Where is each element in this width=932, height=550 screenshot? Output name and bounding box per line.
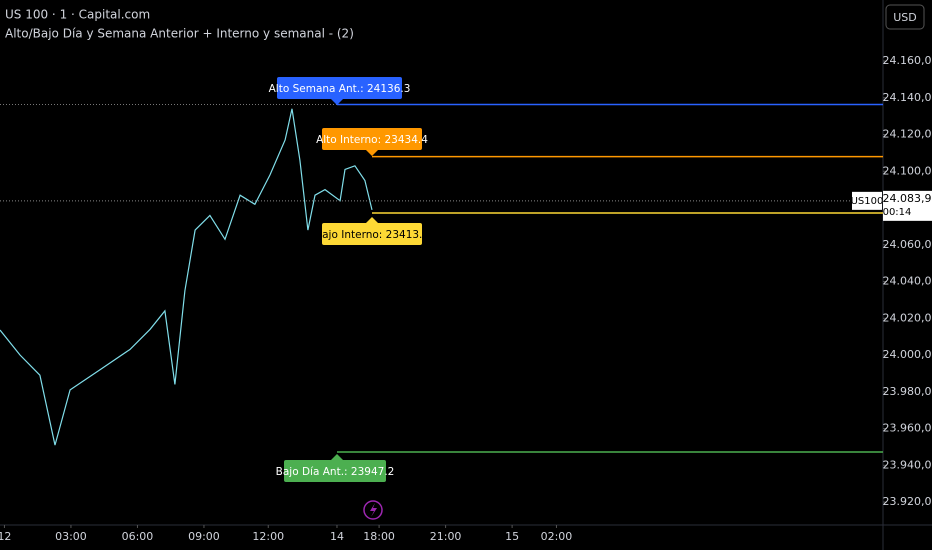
- countdown: 00:14: [883, 207, 912, 218]
- x-tick-label: 12: [0, 530, 11, 543]
- last-price-box: [883, 190, 932, 221]
- symbol: US 100 · 1 · Capital.com: [5, 8, 150, 22]
- y-tick-label: 24.040,0: [883, 275, 932, 288]
- price-line: [0, 108, 373, 446]
- y-tick-label: 24.140,0: [883, 91, 932, 104]
- level-label: Alto Semana Ant.: 24136.3: [269, 83, 411, 95]
- level-label-box: [322, 223, 422, 245]
- currency[interactable]: USD: [893, 11, 917, 24]
- y-tick-label: 24.060,0: [883, 238, 932, 251]
- event-bolt: [370, 503, 377, 517]
- level-label: Bajo Interno: 23413.6: [315, 229, 429, 241]
- currency-button[interactable]: [885, 4, 925, 30]
- x-tick-label: 21:00: [430, 530, 462, 543]
- x-tick-label: 18:00: [363, 530, 395, 543]
- last-price-label: 24.083,9: [883, 192, 932, 205]
- level-label: Alto Interno: 23434.4: [316, 134, 428, 146]
- x-tick-label: 02:00: [541, 530, 573, 543]
- x-tick-label: 09:00: [188, 530, 220, 543]
- level-label-pointer: [331, 99, 343, 105]
- x-tick-label: 15: [505, 530, 519, 543]
- level-label-box: [322, 128, 422, 150]
- symbol-tag-text: US100: [851, 196, 884, 207]
- x-tick-label: 06:00: [122, 530, 154, 543]
- y-tick-label: 23.940,0: [883, 458, 932, 471]
- symbol-tag: [852, 191, 882, 210]
- level-label-box: [277, 77, 402, 99]
- y-tick-label: 24.000,0: [883, 348, 932, 361]
- y-tick-label: 23.980,0: [883, 385, 932, 398]
- event-icon[interactable]: [363, 500, 383, 520]
- y-tick-label: 24.020,0: [883, 311, 932, 324]
- level-label-box: [284, 460, 386, 482]
- y-tick-label: 24.160,0: [883, 54, 932, 67]
- level-label-pointer: [331, 454, 343, 460]
- y-tick-label: 23.960,0: [883, 422, 932, 435]
- x-tick-label: 03:00: [55, 530, 87, 543]
- indicator: Alto/Bajo Día y Semana Anterior + Intern…: [5, 27, 354, 41]
- level-label-pointer: [366, 217, 378, 223]
- x-tick-label: 14: [330, 530, 344, 543]
- y-tick-label: 24.120,0: [883, 128, 932, 141]
- y-tick-label: 23.920,0: [883, 495, 932, 508]
- x-tick-label: 12:00: [252, 530, 284, 543]
- level-label: Bajo Día Ant.: 23947.2: [276, 466, 395, 478]
- level-label-pointer: [366, 150, 378, 156]
- y-tick-label: 24.100,0: [883, 164, 932, 177]
